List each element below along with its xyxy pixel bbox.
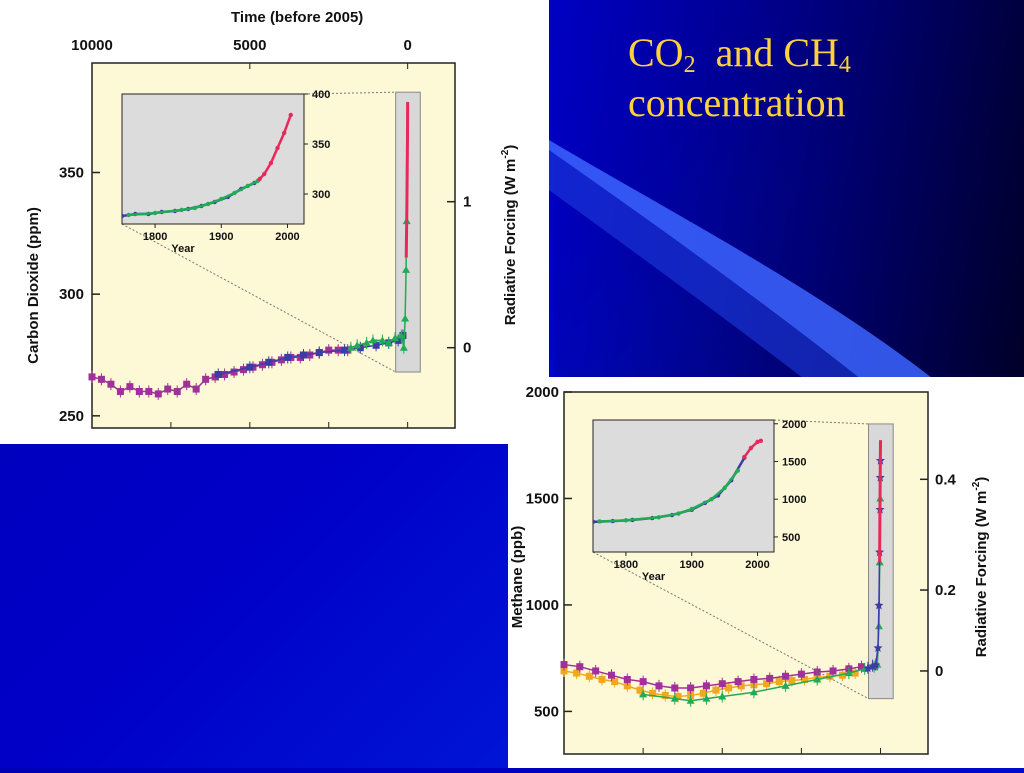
ch4-inset-xtick-label: 2000 [745, 559, 769, 571]
ch4-inset-point [735, 468, 740, 473]
ch4-ytick-label: 2000 [526, 384, 559, 401]
ch4-inset-point [758, 438, 764, 444]
co2-inset-frame [121, 93, 305, 225]
co2-ytick-label: 250 [59, 408, 84, 425]
ch4-inset-point [742, 454, 747, 460]
co2-inset-point [179, 207, 184, 213]
ch4-series-4-line [878, 440, 883, 563]
co2-inset-xtick-label: 1800 [143, 231, 167, 243]
ch4-inset-ytick-label: 1500 [782, 456, 806, 468]
co2-inset-connector [303, 91, 396, 95]
co2-top-tick-label: 0 [403, 37, 411, 54]
ch4-ytick-label: 500 [534, 703, 559, 720]
ch4-inset-point [597, 519, 602, 524]
co2-inset-point [126, 212, 131, 218]
ch4-inset-point [676, 511, 681, 516]
co2-inset-point [232, 190, 237, 196]
title-line-2: concentration [628, 80, 846, 125]
ch4-right-tick-label: 0 [935, 663, 943, 680]
co2-inset-series [122, 112, 293, 219]
co2-inset-point [268, 160, 274, 166]
co2-inset-point [262, 171, 267, 177]
ch4-inset-frame [592, 419, 775, 553]
ch4-inset-point [722, 485, 727, 491]
ch4-inset-xtick-label: 1800 [614, 559, 638, 571]
co2-inset-ytick-label: 400 [312, 89, 330, 101]
ch4-inset-xlabel: Year [642, 571, 666, 583]
title-line-1: CO2 and CH4 [628, 30, 851, 78]
co2-inset-ytick-label: 300 [312, 189, 330, 201]
co2-top-tick-label: 10000 [71, 37, 113, 54]
ch4-inset: 1800 1900 2000 Year 500 1000 1500 2000 [592, 419, 806, 583]
co2-inset-point [122, 213, 125, 219]
co2-chart-panel: Time (before 2005) 10000 5000 0 250 300 350 Car… [0, 0, 549, 444]
ch4-inset-point [709, 497, 714, 502]
co2-inset-point [275, 145, 280, 151]
co2-inset-point [257, 176, 262, 182]
slide-title: CO2 and CH4 concentration [628, 28, 1008, 128]
co2-inset-point [281, 130, 287, 136]
ch4-inset-point [593, 519, 596, 525]
ch4-ytick-label: 1500 [526, 490, 559, 507]
ch4-inset-xtick-label: 1900 [679, 559, 703, 571]
ch4-chart: 500 1000 1500 2000 Methane (ppb) 0.4 0.2 0 Radia… [509, 384, 990, 755]
co2-top-axis-label: Time (before 2005) [231, 9, 363, 26]
ch4-chart-panel: 500 1000 1500 2000 Methane (ppb) 0.4 0.2 0 Radia… [508, 377, 1024, 768]
co2-chart: Time (before 2005) 10000 5000 0 250 300 350 Car… [25, 9, 519, 429]
co2-inset-point [192, 205, 197, 211]
co2-inset-point [245, 183, 250, 189]
ch4-inset-series-line [599, 469, 739, 523]
ch4-inset-ytick-label: 2000 [782, 419, 806, 431]
co2-inset-xlabel: Year [171, 243, 195, 255]
ch4-series [560, 440, 885, 707]
co2-inset-point [205, 201, 211, 207]
co2-inset-point [152, 210, 158, 216]
co2-inset-xtick-label: 2000 [275, 231, 299, 243]
ch4-right-tick-label: 0.4 [935, 471, 957, 488]
ch4-inset-ytick-label: 500 [782, 532, 800, 544]
co2-inset: 1800 1900 2000 Year 300 350 400 [121, 89, 330, 255]
co2-series [88, 101, 411, 400]
ch4-right-axis-label: Radiative Forcing (W m-2) [971, 477, 990, 658]
ch4-ytick-label: 1000 [526, 597, 559, 614]
ch4-ylabel: Methane (ppb) [509, 526, 526, 629]
co2-top-tick-label: 5000 [233, 37, 266, 54]
ch4-inset-point [623, 518, 629, 523]
co2-right-tick-label: 1 [463, 194, 471, 211]
co2-series-3-line [404, 101, 410, 258]
ch4-inset-ytick-label: 1000 [782, 494, 806, 506]
co2-inset-ytick-label: 350 [312, 139, 330, 151]
co2-ytick-label: 350 [59, 165, 84, 182]
ch4-right-tick-label: 0.2 [935, 582, 956, 599]
co2-ytick-label: 300 [59, 286, 84, 303]
co2-inset-xtick-label: 1900 [209, 231, 233, 243]
ch4-inset-point [689, 506, 694, 512]
co2-ylabel: Carbon Dioxide (ppm) [25, 207, 42, 364]
ch4-inset-point [748, 445, 754, 451]
co2-inset-point [219, 196, 224, 202]
co2-inset-point [288, 112, 293, 118]
ch4-inset-point [656, 515, 662, 520]
ch4-inset-series [593, 438, 764, 525]
co2-right-tick-label: 0 [463, 340, 471, 357]
co2-right-axis-label: Radiative Forcing (W m-2) [500, 145, 519, 326]
ch4-inset-connector [592, 551, 869, 700]
